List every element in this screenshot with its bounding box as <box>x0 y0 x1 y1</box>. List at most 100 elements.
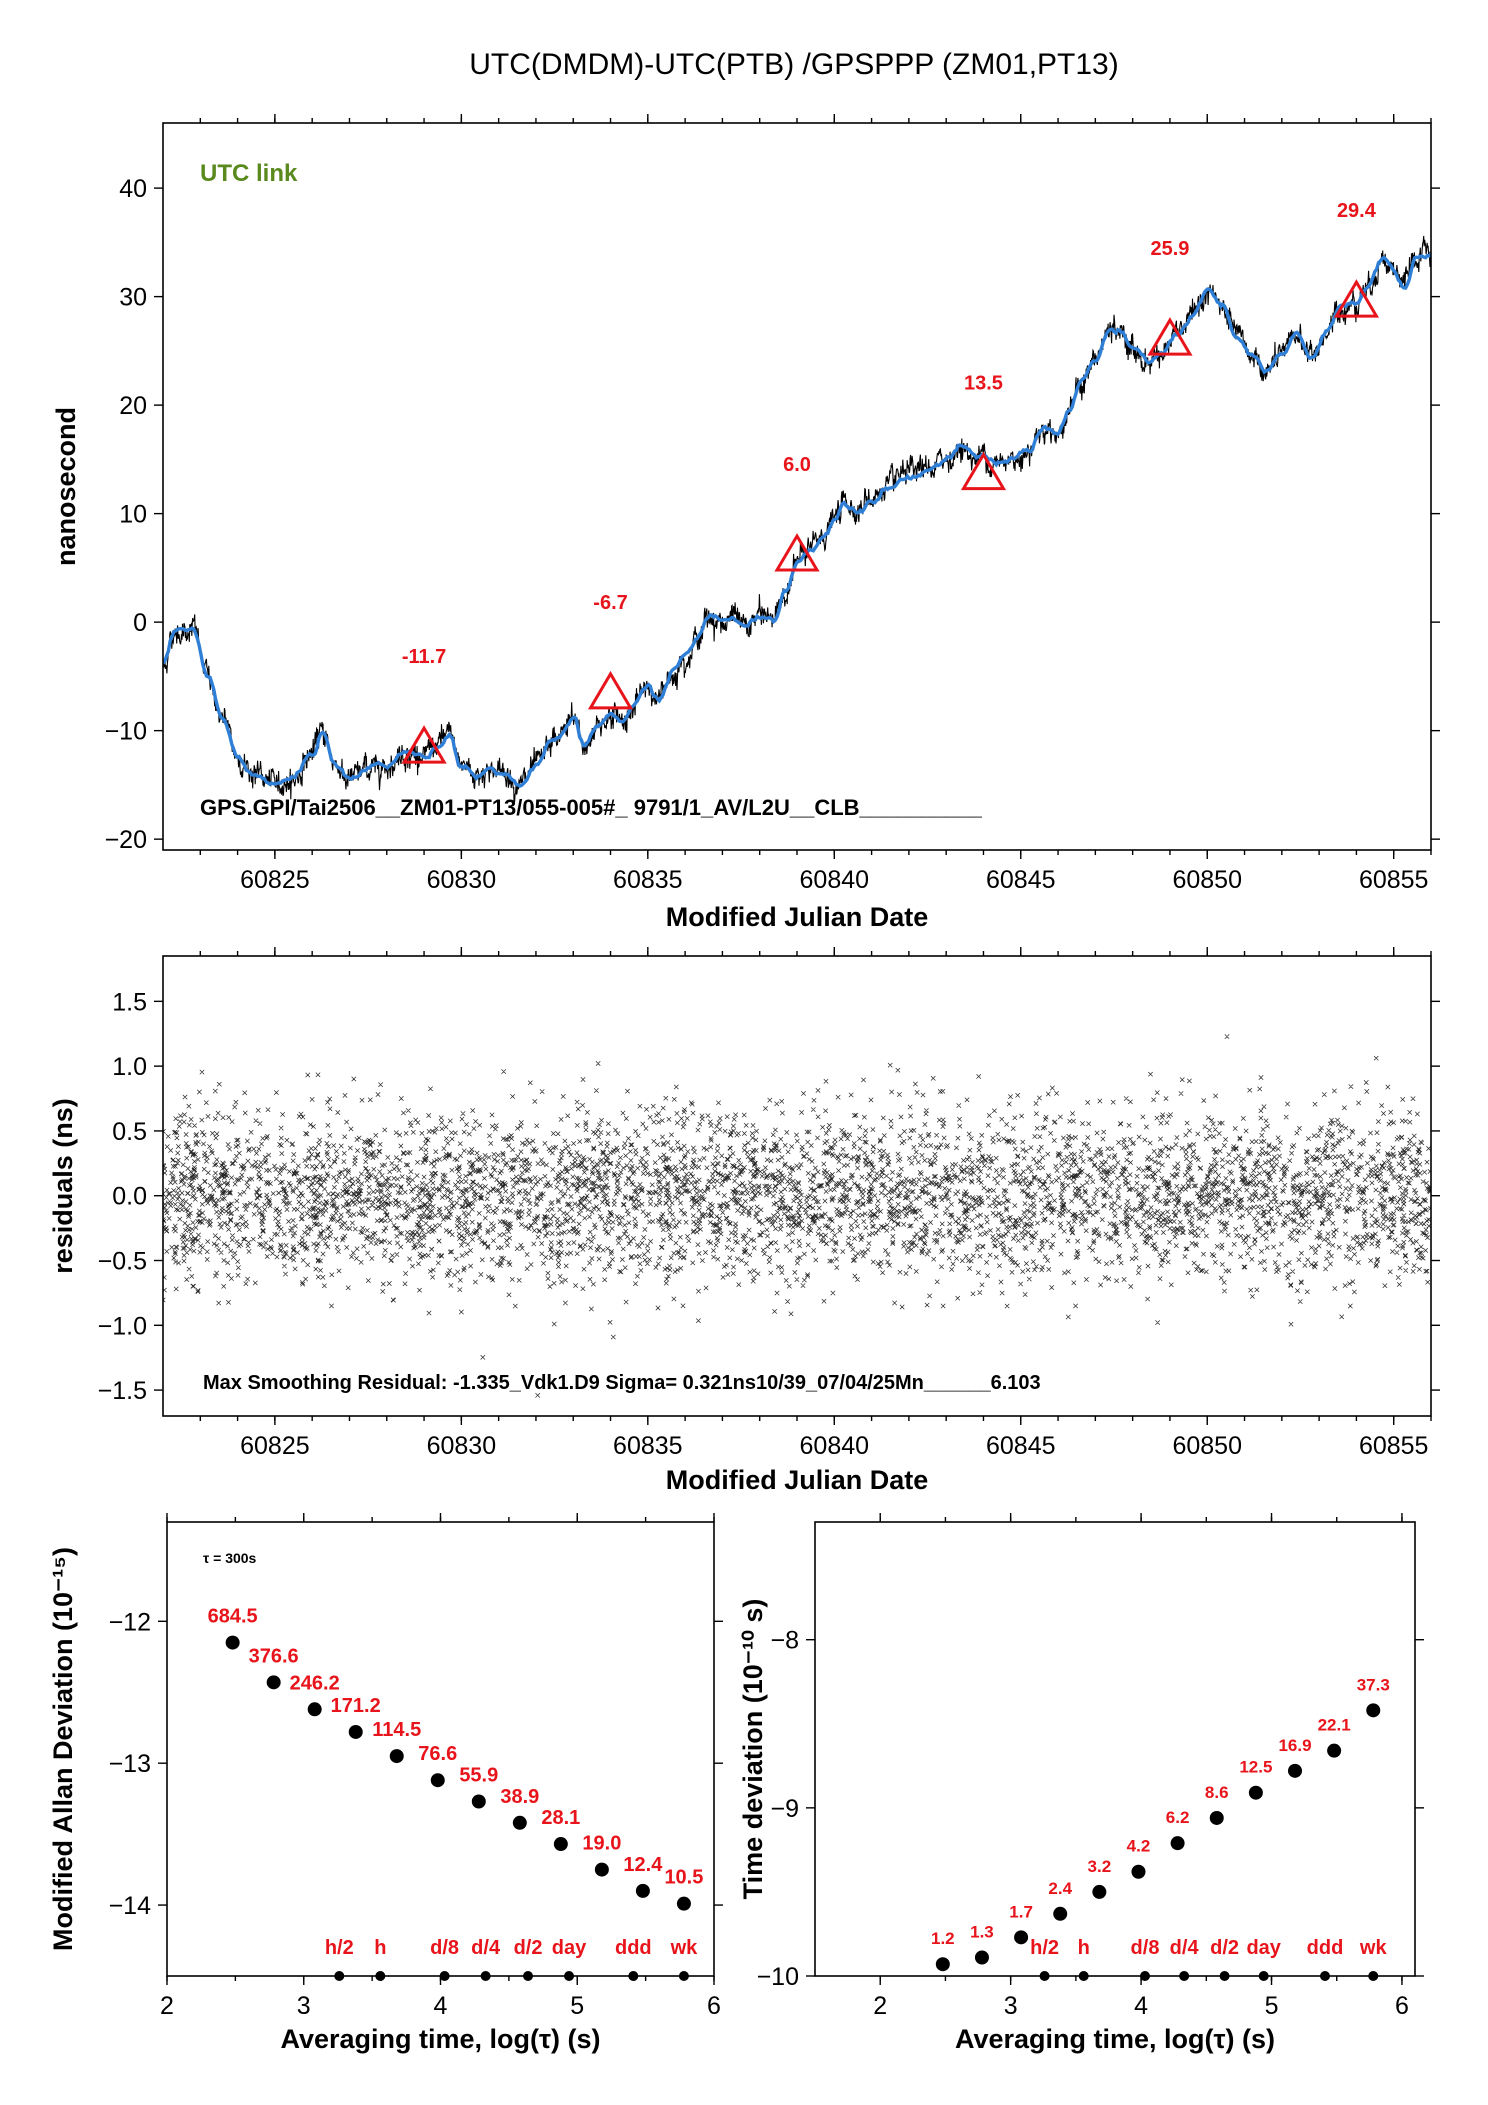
g-tdev-xtick-label: 2 <box>873 1992 887 2020</box>
deviation-point <box>266 1675 281 1690</box>
figure-title: UTC(DMDM)-UTC(PTB) /GPSPPP (ZM01,PT13) <box>469 48 1118 81</box>
deviation-point <box>512 1815 527 1830</box>
mid-xtick-label: 60825 <box>240 1432 310 1460</box>
period-label: d/2 <box>514 1937 543 1959</box>
mid-ytick-label: −1.5 <box>98 1377 147 1405</box>
top-ytick-label: −10 <box>105 718 147 746</box>
mid-ytick-label: −0.5 <box>98 1248 147 1276</box>
period-label: day <box>1246 1937 1281 1959</box>
deviation-value-label: 1.7 <box>1009 1902 1033 1921</box>
period-mark <box>1179 1971 1190 1981</box>
mid-xtick-label: 60830 <box>427 1432 497 1460</box>
deviation-value-label: 76.6 <box>418 1743 457 1765</box>
calibration-marker <box>774 533 820 572</box>
residual-points <box>163 1034 1431 1398</box>
period-mark <box>628 1971 639 1981</box>
modified-allan-deviation-panel: 2 3 4 5 6 −12 −13 −14 684.5 376.6 246.2171.2114.57… <box>48 1513 723 2054</box>
period-label: h <box>1078 1937 1090 1959</box>
top-xtick-label: 60840 <box>800 866 870 894</box>
top-ytick-label: 40 <box>119 175 147 203</box>
marker-value-label: 29.4 <box>1337 200 1377 222</box>
top-ytick-label: 0 <box>133 609 147 637</box>
deviation-point <box>1053 1906 1068 1921</box>
y-axis-label: Modified Allan Deviation (10⁻¹⁵) <box>48 1547 78 1951</box>
top-ytick-label: −20 <box>105 826 147 854</box>
deviation-value-label: 171.2 <box>331 1695 381 1717</box>
mid-ytick-label: −1.0 <box>98 1312 147 1340</box>
calibration-marker <box>587 670 634 710</box>
deviation-point <box>676 1896 691 1911</box>
mid-xtick-label: 60845 <box>986 1432 1056 1460</box>
deviation-point <box>1209 1810 1224 1825</box>
calibration-marker <box>1333 279 1380 318</box>
raw-measurements <box>163 235 1431 805</box>
period-label: h/2 <box>1030 1937 1059 1959</box>
period-mark <box>1039 1971 1050 1981</box>
period-mark <box>1219 1971 1230 1981</box>
top-xtick-label: 60825 <box>240 866 310 894</box>
g-mdev-ytick-label: −14 <box>109 1892 152 1920</box>
deviation-point <box>635 1883 650 1898</box>
period-label: d/8 <box>430 1937 459 1959</box>
deviation-value-label: 8.6 <box>1205 1783 1229 1802</box>
g-mdev-xtick-label: 3 <box>297 1992 311 2020</box>
marker-value-label: -11.7 <box>402 646 446 668</box>
deviation-value-label: 12.5 <box>1239 1758 1272 1777</box>
period-mark <box>480 1971 491 1981</box>
marker-value-label: 25.9 <box>1150 238 1189 260</box>
top-ytick-label: 30 <box>119 284 147 312</box>
deviation-point <box>974 1950 989 1965</box>
g-mdev-xtick-label: 2 <box>160 1992 174 2020</box>
period-label: ddd <box>1307 1937 1344 1959</box>
g-tdev-frame <box>814 1521 1416 1977</box>
calibration-marker <box>401 725 447 764</box>
period-label: d/8 <box>1131 1937 1160 1959</box>
link-info: GPS.GPI/Tai2506__ZM01-PT13/055-005#_ 979… <box>200 795 983 820</box>
g-tdev-xtick-label: 6 <box>1395 1992 1409 2020</box>
period-mark <box>1320 1971 1330 1981</box>
deviation-value-label: 10.5 <box>664 1867 703 1889</box>
g-tdev-xtick-label: 5 <box>1265 1992 1279 2020</box>
mid-ytick-label: 1.0 <box>112 1053 147 1081</box>
tau-note: τ = 300s <box>203 1550 257 1566</box>
g-tdev-xtick-label: 4 <box>1134 1992 1148 2020</box>
deviation-value-label: 38.9 <box>500 1786 539 1808</box>
mid-xtick-label: 60840 <box>800 1432 870 1460</box>
deviation-value-label: 2.4 <box>1048 1879 1072 1898</box>
top-xtick-label: 60835 <box>613 866 683 894</box>
x-axis-label: Modified Julian Date <box>666 902 929 932</box>
deviation-value-label: 684.5 <box>208 1606 258 1628</box>
top-ytick-label: 20 <box>119 392 147 420</box>
top-frame <box>162 122 1432 851</box>
deviation-point <box>594 1862 609 1877</box>
period-mark <box>564 1971 575 1981</box>
time-deviation-panel: 2 3 4 5 6 −8 −9 −10 1.2 1.3 1.7 2.4 3.2 4.2 6.2 8.6 12.5… <box>738 1513 1424 2054</box>
deviation-point <box>430 1773 445 1788</box>
mid-ytick-label: 0.0 <box>112 1183 147 1211</box>
period-label: wk <box>1359 1937 1388 1959</box>
period-mark <box>523 1971 534 1981</box>
deviation-value-label: 114.5 <box>372 1719 421 1741</box>
deviation-point <box>348 1724 363 1739</box>
deviation-value-label: 12.4 <box>623 1854 663 1876</box>
deviation-point <box>1288 1763 1302 1778</box>
mid-ytick-label: 0.5 <box>112 1118 147 1146</box>
deviation-point <box>1014 1930 1029 1945</box>
smoothed-series <box>163 252 1431 789</box>
residual-crosses <box>163 1034 1431 1398</box>
period-mark <box>678 1971 689 1981</box>
deviation-value-label: 55.9 <box>459 1764 498 1786</box>
period-mark <box>375 1971 386 1981</box>
deviation-point <box>935 1957 950 1972</box>
g-tdev-ytick-label: −8 <box>770 1627 799 1655</box>
period-mark <box>1140 1971 1150 1981</box>
deviation-point <box>1131 1864 1146 1879</box>
deviation-point <box>389 1749 404 1764</box>
calibration-marker <box>1147 317 1193 356</box>
g-tdev-ytick-label: −9 <box>770 1795 799 1823</box>
calibration-marker <box>960 451 1007 491</box>
top-xtick-label: 60850 <box>1172 866 1242 894</box>
period-label: d/4 <box>1170 1937 1200 1959</box>
top-xtick-label: 60845 <box>986 866 1056 894</box>
deviation-value-label: 3.2 <box>1088 1857 1112 1876</box>
